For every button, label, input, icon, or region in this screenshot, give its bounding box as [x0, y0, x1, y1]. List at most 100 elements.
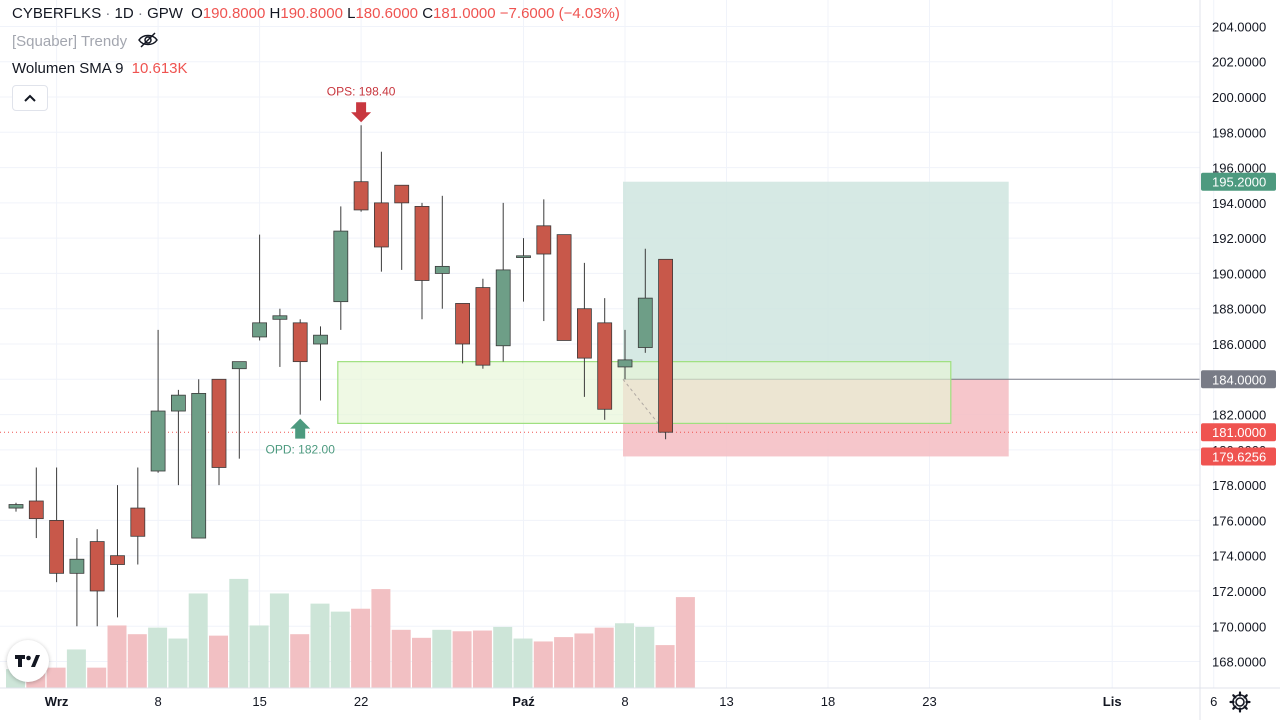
candle[interactable]: [313, 326, 328, 401]
candle-body[interactable]: [373, 202, 389, 248]
candle[interactable]: [292, 319, 308, 415]
candle[interactable]: [150, 329, 166, 473]
candle-body[interactable]: [577, 308, 592, 359]
candle[interactable]: [231, 361, 247, 459]
candle-body[interactable]: [252, 322, 268, 338]
candle[interactable]: [373, 151, 389, 272]
candle-body[interactable]: [110, 555, 125, 565]
volume-bar: [351, 608, 371, 688]
candle[interactable]: [434, 195, 450, 309]
candle-body[interactable]: [536, 225, 552, 255]
indicator-legend-trendy[interactable]: [Squaber] Trendy: [12, 31, 159, 50]
trade-markers: OPS: 198.40 OPD: 182.00: [266, 84, 396, 456]
candle-body[interactable]: [434, 265, 450, 274]
candle[interactable]: [353, 125, 369, 212]
eye-slash-icon[interactable]: [137, 31, 159, 49]
candle[interactable]: [28, 467, 44, 539]
candle[interactable]: [556, 234, 572, 341]
candle-body[interactable]: [516, 255, 531, 258]
indicator-legend-volume[interactable]: Wolumen SMA 9 10.613K: [12, 60, 188, 77]
candle[interactable]: [49, 467, 64, 583]
symbol-name[interactable]: CYBERFLKS: [12, 5, 102, 22]
open-label: O: [191, 5, 203, 22]
candle[interactable]: [211, 378, 227, 486]
price-badge-bg: [1201, 447, 1276, 466]
candle[interactable]: [414, 202, 430, 320]
candle-body[interactable]: [313, 334, 328, 345]
candle-body[interactable]: [475, 287, 491, 366]
candle-body[interactable]: [597, 322, 613, 410]
tradingview-logo[interactable]: [7, 640, 49, 682]
candle-body[interactable]: [231, 361, 247, 370]
candle[interactable]: [637, 248, 653, 353]
volume-bar: [533, 641, 553, 688]
collapse-legend-button[interactable]: [12, 85, 48, 111]
candles[interactable]: [8, 125, 673, 627]
candle-body[interactable]: [617, 359, 633, 368]
candle-body[interactable]: [495, 269, 511, 347]
volume-bar: [107, 625, 127, 688]
volume-bar: [493, 626, 513, 688]
exchange: GPW: [147, 5, 183, 22]
candle-body[interactable]: [191, 392, 207, 539]
volume-bar: [229, 578, 249, 688]
candle-body[interactable]: [637, 297, 653, 348]
volume-bar: [249, 625, 269, 688]
candle-body[interactable]: [556, 234, 572, 341]
volume-bars: [6, 578, 695, 688]
candle-body[interactable]: [69, 558, 85, 574]
candle-body[interactable]: [170, 394, 186, 412]
candle[interactable]: [89, 529, 105, 627]
candle-body[interactable]: [333, 230, 349, 303]
candle-body[interactable]: [353, 181, 369, 211]
candle[interactable]: [455, 303, 471, 364]
separator: ·: [105, 5, 111, 22]
candle[interactable]: [191, 379, 207, 539]
volume-bar: [310, 603, 330, 688]
candle[interactable]: [658, 258, 673, 440]
candle[interactable]: [617, 329, 633, 380]
candle-body[interactable]: [414, 205, 430, 281]
candle-body[interactable]: [394, 184, 410, 204]
candle[interactable]: [536, 199, 552, 322]
indicator-name[interactable]: Wolumen SMA 9: [12, 60, 124, 77]
candle[interactable]: [394, 184, 410, 270]
candle[interactable]: [130, 467, 146, 565]
indicator-name[interactable]: [Squaber] Trendy: [12, 33, 128, 50]
candle[interactable]: [170, 389, 186, 486]
candle-body[interactable]: [455, 303, 471, 345]
candle[interactable]: [272, 308, 288, 367]
settings-gear-icon[interactable]: [1228, 690, 1252, 714]
candle[interactable]: [577, 262, 592, 397]
candle-body[interactable]: [8, 504, 24, 509]
position-drawings[interactable]: [0, 181, 1200, 457]
candle[interactable]: [252, 234, 268, 341]
interval[interactable]: 1D: [114, 5, 134, 22]
candle-body[interactable]: [89, 541, 105, 592]
target-zone[interactable]: [623, 181, 1009, 380]
candle[interactable]: [475, 278, 491, 369]
entry-zone-rectangle[interactable]: [337, 361, 952, 424]
candle-body[interactable]: [272, 315, 288, 320]
candle[interactable]: [8, 502, 24, 512]
candle-body[interactable]: [658, 258, 673, 433]
candle[interactable]: [333, 206, 349, 330]
candle-body[interactable]: [28, 500, 44, 520]
price-tick-label: 200.0000: [1212, 90, 1266, 105]
candle-body[interactable]: [292, 322, 308, 363]
candle-body[interactable]: [49, 520, 64, 574]
candle[interactable]: [495, 202, 511, 362]
volume-bar: [675, 597, 695, 688]
candle[interactable]: [597, 298, 613, 420]
candle[interactable]: [110, 485, 125, 618]
candle[interactable]: [516, 238, 531, 302]
close-label: C: [422, 5, 434, 22]
candle[interactable]: [69, 538, 85, 627]
time-tick-label: Wrz: [45, 694, 69, 709]
candle-body[interactable]: [211, 378, 227, 468]
candle-body[interactable]: [150, 410, 166, 472]
candle-body[interactable]: [130, 507, 146, 537]
volume-bar: [330, 611, 350, 688]
